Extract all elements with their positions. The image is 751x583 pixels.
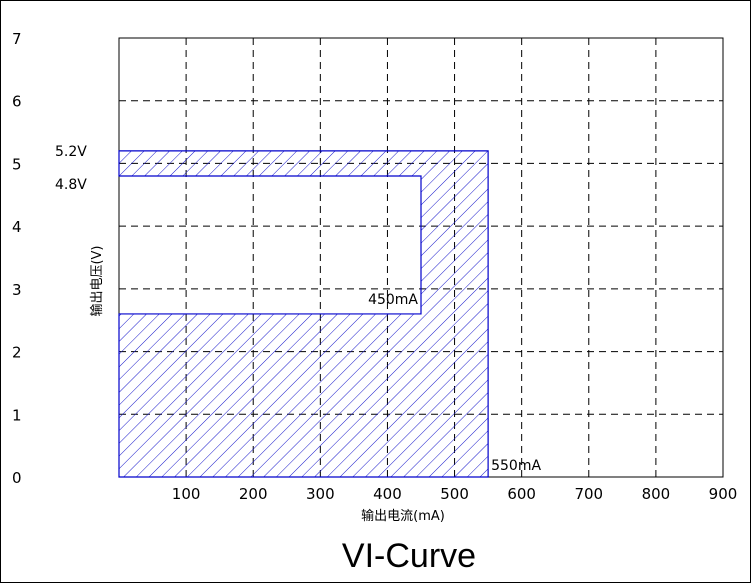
x-tick-label: 500 (440, 485, 469, 503)
x-tick-label: 600 (507, 485, 536, 503)
x-tick-label: 900 (709, 485, 738, 503)
y-tick-label: 6 (12, 93, 22, 111)
y-tick-label: 7 (12, 30, 22, 48)
operating-region (118, 150, 489, 478)
x-tick-label: 200 (239, 485, 268, 503)
annotation-label: 4.8V (55, 177, 87, 193)
x-tick-label: 800 (642, 485, 671, 503)
y-tick-label: 0 (12, 469, 22, 487)
y-tick-label: 5 (12, 155, 22, 173)
annotations: 5.2V 4.8V 450mA 550mA (55, 144, 541, 474)
chart-title: VI-Curve (342, 537, 476, 575)
hatched-region (118, 150, 489, 478)
y-tick-labels: 0 1 2 3 4 5 6 7 (12, 30, 22, 487)
x-tick-label: 700 (574, 485, 603, 503)
x-tick-label: 300 (306, 485, 335, 503)
y-tick-label: 2 (12, 344, 22, 362)
annotation-label: 550mA (491, 458, 541, 474)
x-axis-label: 输出电流(mA) (361, 508, 445, 524)
y-tick-label: 4 (12, 218, 22, 236)
y-tick-label: 1 (12, 406, 22, 424)
y-axis-label: 输出电压(V) (89, 245, 105, 316)
x-tick-labels: 100 200 300 400 500 600 700 800 900 (172, 485, 738, 503)
x-tick-label: 400 (373, 485, 402, 503)
x-tick-label: 100 (172, 485, 201, 503)
annotation-label: 450mA (368, 292, 418, 308)
annotation-label: 5.2V (55, 144, 87, 160)
y-tick-label: 3 (12, 281, 22, 299)
